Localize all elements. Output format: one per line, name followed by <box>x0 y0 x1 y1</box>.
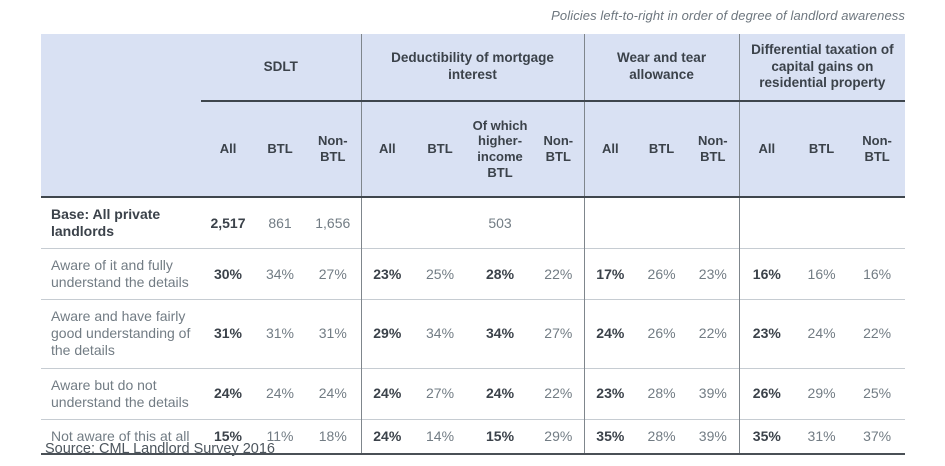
table-cell: 23% <box>583 367 637 420</box>
table-cell: 39% <box>687 418 740 455</box>
table-cell: 26% <box>636 299 688 369</box>
table-cell: 28% <box>636 418 688 455</box>
table-cell: 37% <box>849 418 906 455</box>
table-cell: 34% <box>413 299 468 369</box>
sub-header-row: All BTL Non-BTL All BTL Of which higher-… <box>41 101 906 198</box>
table-cell: 30% <box>201 248 255 300</box>
table-cell: 26% <box>738 367 795 420</box>
column-group-wear-and-tear: Wear and tear allowance <box>583 34 740 102</box>
col-header-diff-nonbtl: Non-BTL <box>849 101 906 198</box>
table-row: Aware but do not understand the details 2… <box>41 367 906 420</box>
table-cell: 23% <box>360 248 414 300</box>
table-cell: 2,517 <box>201 197 255 249</box>
table-cell: 22% <box>533 367 585 420</box>
table-cell: 11% <box>255 418 305 455</box>
row-label: Base: All private landlords <box>41 197 201 249</box>
group-header-row: SDLT Deductibility of mortgage interest … <box>41 34 906 198</box>
col-header-sdlt-nonbtl: Non-BTL <box>305 101 362 198</box>
column-group-differential-taxation: Differential taxation of capital gains o… <box>738 34 906 102</box>
table-cell: 22% <box>533 248 585 300</box>
table-cell: 35% <box>583 418 637 455</box>
table-cell: 31% <box>255 299 305 369</box>
col-header-wear-btl: BTL <box>636 101 688 198</box>
row-label: Aware of it and fully understand the det… <box>41 248 201 300</box>
table-cell: 24% <box>794 299 850 369</box>
col-header-diff-btl: BTL <box>794 101 850 198</box>
table-cell: 29% <box>533 418 585 455</box>
table-cell: 25% <box>413 248 468 300</box>
table-cell: 28% <box>636 367 688 420</box>
table-cell: 25% <box>849 367 906 420</box>
col-header-deduct-btl: BTL <box>413 101 468 198</box>
table-cell: 24% <box>467 367 534 420</box>
table-cell: 14% <box>413 418 468 455</box>
table-cell: 34% <box>467 299 534 369</box>
table-cell: 24% <box>360 367 414 420</box>
table-row: Aware and have fairly good understanding… <box>41 299 906 369</box>
landlord-awareness-table: SDLT Deductibility of mortgage interest … <box>41 34 906 455</box>
col-header-wear-nonbtl: Non-BTL <box>687 101 740 198</box>
table-cell: 26% <box>636 248 688 300</box>
table-cell: 16% <box>738 248 795 300</box>
source-note: Source: CML Landlord Survey 2016 <box>45 441 275 457</box>
table-cell <box>533 197 585 249</box>
table-cell: 15% <box>467 418 534 455</box>
col-header-deduct-higher-income-btl: Of which higher-income BTL <box>467 101 534 198</box>
table-cell: 27% <box>305 248 362 300</box>
table-cell: 27% <box>413 367 468 420</box>
table-cell <box>636 197 688 249</box>
table-cell: 29% <box>794 367 850 420</box>
table-cell: 22% <box>849 299 906 369</box>
table-cell: 29% <box>360 299 414 369</box>
table-cell: 31% <box>305 299 362 369</box>
table-cell: 16% <box>849 248 906 300</box>
table-cell: 28% <box>467 248 534 300</box>
table-row: Not aware of this at all 15% 11% 18% 24% 14% 1… <box>41 418 906 455</box>
table-cell: 34% <box>255 248 305 300</box>
table-cell: 18% <box>305 418 362 455</box>
table-cell: 503 <box>467 197 534 249</box>
table-cell: 861 <box>255 197 305 249</box>
table-cell <box>583 197 637 249</box>
table-cell: 24% <box>583 299 637 369</box>
column-group-deductibility: Deductibility of mortgage interest <box>360 34 585 102</box>
table-cell: 22% <box>687 299 740 369</box>
table-cell: 24% <box>305 367 362 420</box>
corner-cell <box>41 34 201 198</box>
table-cell: 39% <box>687 367 740 420</box>
table-row: Base: All private landlords 2,517 861 1,656… <box>41 197 906 249</box>
col-header-sdlt-all: All <box>201 101 255 198</box>
table-cell <box>794 197 850 249</box>
table-cell: 15% <box>201 418 255 455</box>
table-cell: 27% <box>533 299 585 369</box>
table-cell: 31% <box>794 418 850 455</box>
table-body: Base: All private landlords 2,517 861 1,656… <box>41 197 906 455</box>
row-label: Aware but do not understand the details <box>41 367 201 420</box>
table-cell: 23% <box>687 248 740 300</box>
table-cell: 35% <box>738 418 795 455</box>
column-group-sdlt: SDLT <box>201 34 362 102</box>
col-header-diff-all: All <box>738 101 795 198</box>
table-cell <box>413 197 468 249</box>
table-cell <box>738 197 795 249</box>
table-cell <box>687 197 740 249</box>
table-cell: 24% <box>255 367 305 420</box>
table-cell <box>360 197 414 249</box>
table-row: Aware of it and fully understand the det… <box>41 248 906 300</box>
table-caption: Policies left-to-right in order of degre… <box>551 8 905 23</box>
col-header-sdlt-btl: BTL <box>255 101 305 198</box>
row-label: Aware and have fairly good understanding… <box>41 299 201 369</box>
table-cell: 16% <box>794 248 850 300</box>
col-header-wear-all: All <box>583 101 637 198</box>
table-cell: 31% <box>201 299 255 369</box>
row-label: Not aware of this at all <box>41 418 201 455</box>
table-cell <box>849 197 906 249</box>
table-cell: 24% <box>360 418 414 455</box>
table-cell: 23% <box>738 299 795 369</box>
col-header-deduct-all: All <box>360 101 414 198</box>
table-cell: 1,656 <box>305 197 362 249</box>
col-header-deduct-nonbtl: Non-BTL <box>533 101 585 198</box>
table-cell: 17% <box>583 248 637 300</box>
table-cell: 24% <box>201 367 255 420</box>
